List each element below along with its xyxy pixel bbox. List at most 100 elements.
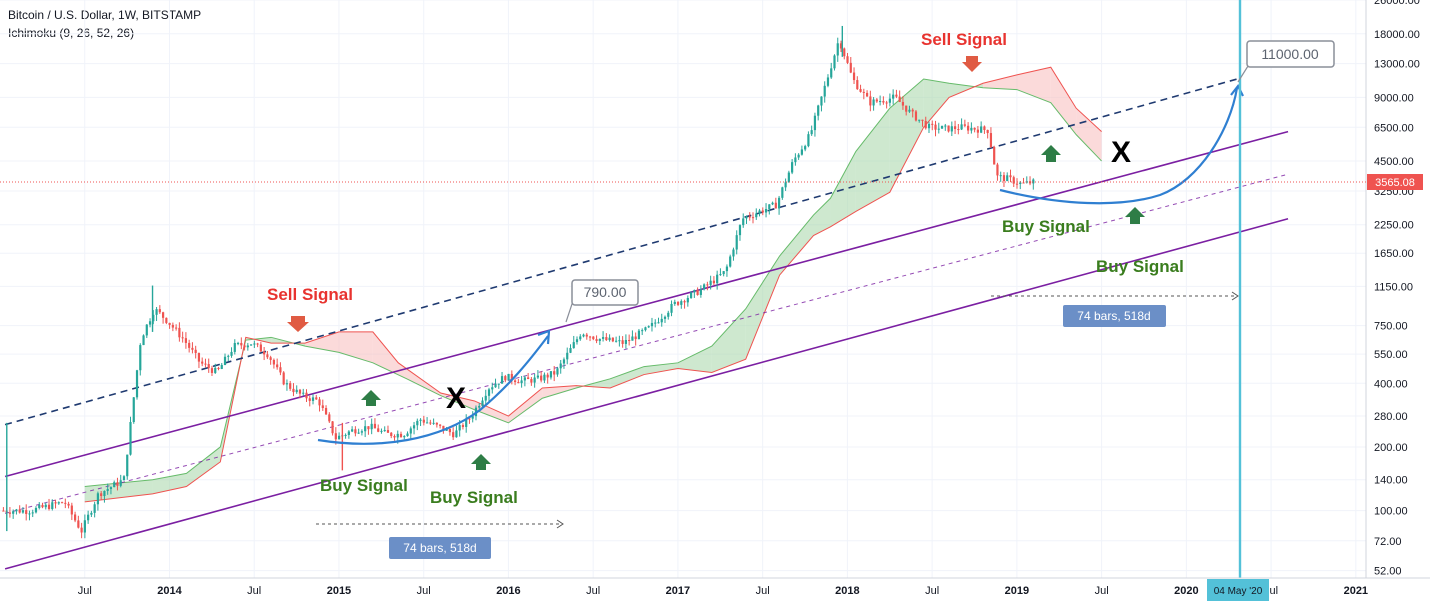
candle-body xyxy=(947,125,950,132)
candle-body xyxy=(351,429,354,432)
candle-body xyxy=(686,297,689,303)
candle-body xyxy=(70,505,73,515)
x-tick-label: 2018 xyxy=(835,585,859,597)
candle-body xyxy=(510,373,513,381)
channel-top-dashed xyxy=(4,78,1238,426)
x-tick-label: Jul xyxy=(1095,585,1109,597)
candle-body xyxy=(817,105,820,116)
candle-body xyxy=(647,326,650,328)
candle-body xyxy=(305,392,308,399)
x-tick-label: Jul xyxy=(247,585,261,597)
cloud-segment xyxy=(923,78,950,128)
candle-body xyxy=(249,344,253,346)
last-price-text: 3565.08 xyxy=(1375,177,1415,189)
candle-body xyxy=(523,377,526,381)
vline-date-badge xyxy=(1207,579,1269,601)
candle-body xyxy=(536,375,539,378)
candle-body xyxy=(399,433,403,438)
candle-body xyxy=(598,338,601,342)
candle-body xyxy=(872,99,875,106)
y-tick-label: 13000.00 xyxy=(1374,59,1420,71)
candle-body xyxy=(315,397,318,400)
candle-body xyxy=(768,204,771,209)
candle-body xyxy=(57,502,60,504)
annotations-layer: 790.00 11000.00 X X Sell Signal Sell Sig… xyxy=(267,0,1335,578)
buy-arrow-2 xyxy=(471,454,491,470)
candle-body xyxy=(246,345,249,348)
candle-body xyxy=(494,383,497,388)
candle-body xyxy=(797,154,800,158)
candle-body xyxy=(412,425,416,429)
cloud-segment xyxy=(440,392,475,410)
candle-body xyxy=(641,330,644,332)
candle-body xyxy=(67,503,70,506)
cloud-segment xyxy=(610,366,645,389)
y-tick-label: 4500.00 xyxy=(1374,156,1414,168)
candle-body xyxy=(540,375,543,381)
candle-body xyxy=(168,322,171,325)
candle-body xyxy=(204,363,207,365)
candle-body xyxy=(670,303,673,313)
cloud-segment xyxy=(677,346,712,373)
ichimoku-cloud xyxy=(84,66,1102,503)
y-tick-label: 9000.00 xyxy=(1374,92,1414,104)
range-label-1: 74 bars, 518d xyxy=(403,541,476,555)
candle-body xyxy=(276,364,279,368)
candle-body xyxy=(689,292,693,298)
candle-body xyxy=(184,338,188,343)
candle-body xyxy=(18,509,21,513)
candle-body xyxy=(416,420,419,426)
x-tick-label: Jul xyxy=(756,585,770,597)
vline-date-text: 04 May '20 xyxy=(1214,586,1263,597)
candle-body xyxy=(302,392,305,394)
candle-body xyxy=(364,426,367,432)
channel-upper xyxy=(4,130,1289,478)
candle-body xyxy=(175,327,178,329)
cloud-segment xyxy=(1076,108,1102,162)
candle-body xyxy=(696,290,699,295)
candle-body xyxy=(2,510,5,512)
x-mark-1: X xyxy=(446,382,466,415)
candle-body xyxy=(60,502,64,504)
candle-body xyxy=(735,235,738,250)
candle-body xyxy=(963,124,966,126)
candle-body xyxy=(41,504,44,508)
candle-body xyxy=(484,395,487,401)
candle-body xyxy=(879,101,882,103)
candle-body xyxy=(895,94,898,97)
buy-signal-label-3: Buy Signal xyxy=(1002,217,1090,236)
channel-mid xyxy=(4,173,1289,514)
candle-body xyxy=(148,321,152,325)
buy-arrow-1 xyxy=(361,390,381,406)
candle-body xyxy=(500,376,504,384)
candle-body xyxy=(429,422,432,424)
y-tick-label: 72.00 xyxy=(1374,536,1402,548)
candle-body xyxy=(93,504,96,513)
cloud-segment xyxy=(398,362,441,396)
candle-body xyxy=(530,379,533,383)
time-axis[interactable]: Jul 2014 Jul 2015 Jul 2016 Jul 2017 Jul 2018 Jul 20… xyxy=(0,577,1430,597)
candle-body xyxy=(487,389,491,396)
candle-body xyxy=(44,504,47,508)
candle-body xyxy=(197,352,201,362)
x-tick-label: Jul xyxy=(417,585,431,597)
candle-body xyxy=(458,425,461,431)
candle-body xyxy=(957,129,960,131)
candle-body xyxy=(738,225,742,236)
cloud-segment xyxy=(779,215,814,276)
candle-body xyxy=(370,423,373,430)
candle-body xyxy=(615,340,618,342)
candle-body xyxy=(129,422,132,455)
cloud-segment xyxy=(813,198,831,236)
candle-body xyxy=(706,284,709,286)
price-axis[interactable]: 26000.00 18000.00 13000.00 9000.00 6500.00 45… xyxy=(1365,0,1420,578)
candle-body xyxy=(181,337,184,339)
candle-body xyxy=(481,400,484,406)
candle-body xyxy=(553,371,556,375)
candle-body xyxy=(38,504,41,508)
candle-body xyxy=(921,119,924,121)
candle-body xyxy=(497,383,500,385)
candle-body xyxy=(856,80,859,90)
candle-body xyxy=(572,342,575,349)
